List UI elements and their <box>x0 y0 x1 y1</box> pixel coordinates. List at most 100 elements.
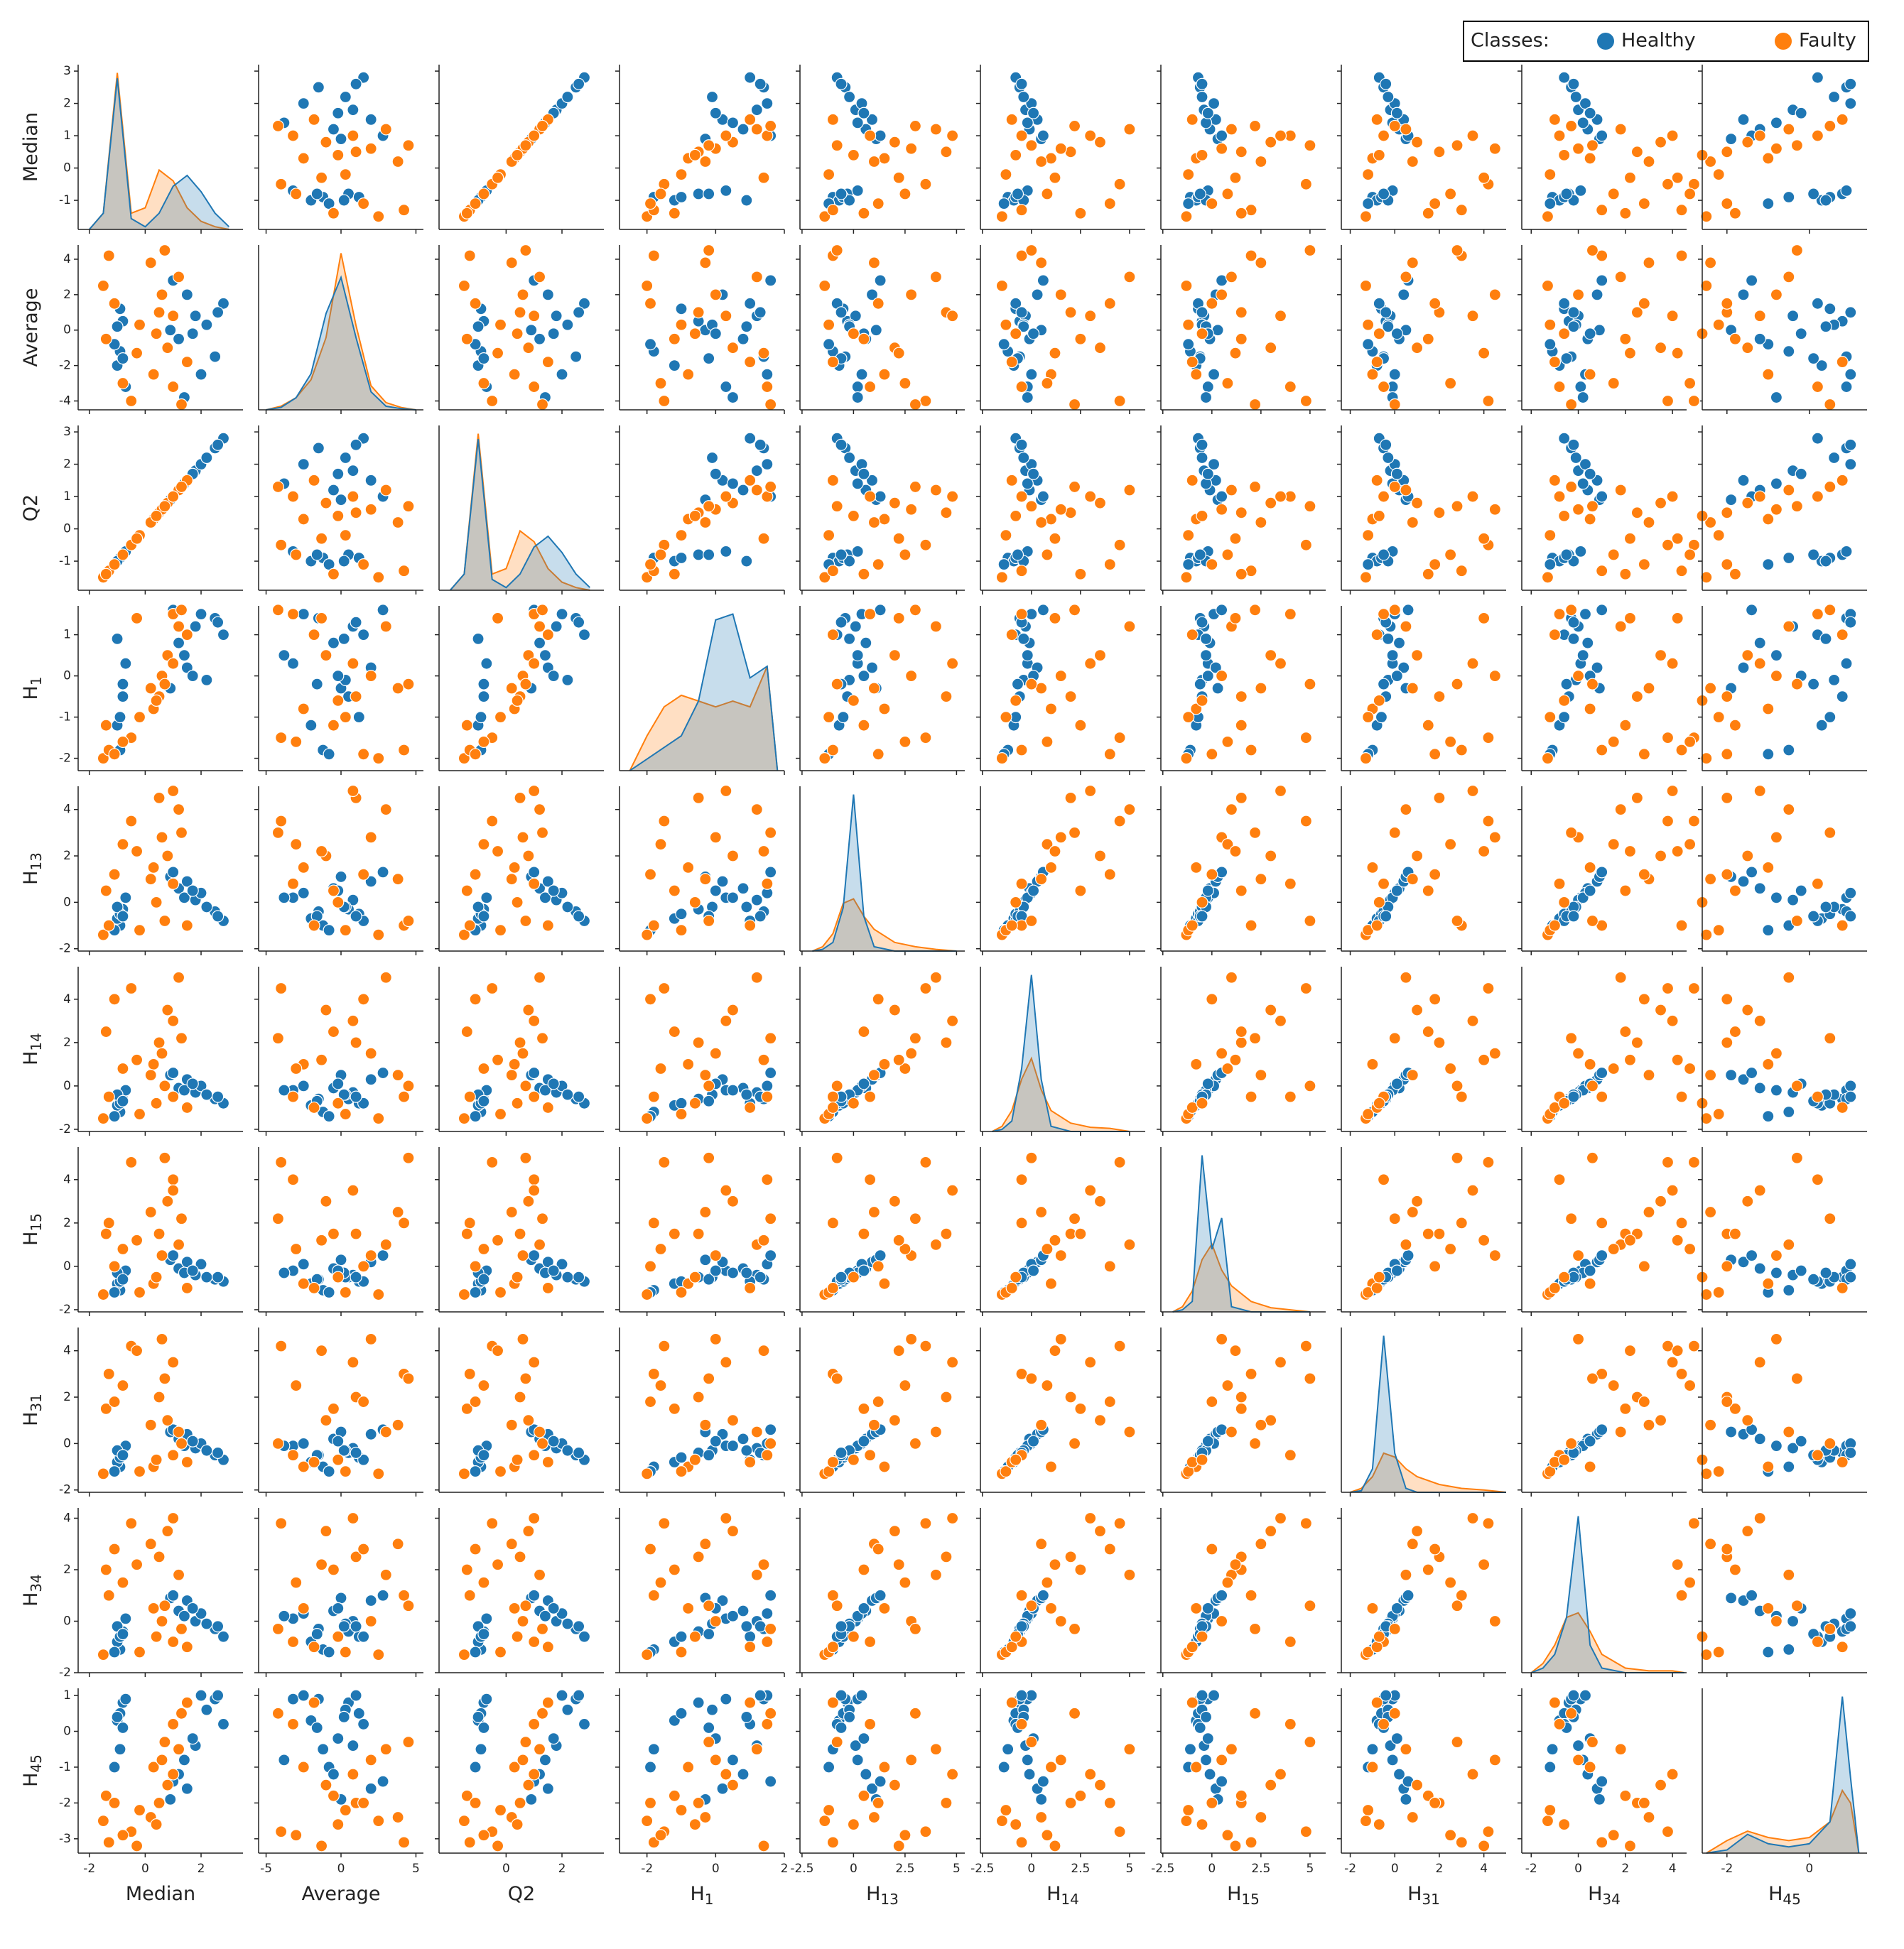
point <box>297 1689 310 1702</box>
point <box>402 1372 415 1385</box>
point <box>1541 1815 1554 1828</box>
point <box>826 474 840 487</box>
point <box>278 1609 291 1622</box>
point <box>180 1455 193 1469</box>
point <box>1245 1367 1257 1380</box>
point <box>1229 1558 1242 1571</box>
point <box>522 1004 535 1016</box>
point <box>522 1525 535 1538</box>
point <box>1093 648 1107 662</box>
point <box>150 1453 163 1466</box>
point <box>556 1689 568 1702</box>
point <box>1630 306 1643 319</box>
point <box>1584 1460 1596 1473</box>
point <box>547 1077 560 1090</box>
kde-line <box>1350 1452 1507 1493</box>
point <box>339 1465 352 1478</box>
point <box>1787 894 1800 906</box>
point <box>539 1754 552 1766</box>
point <box>744 474 757 487</box>
panel <box>1337 967 1506 1136</box>
point <box>1586 1736 1599 1749</box>
point <box>851 545 864 558</box>
point <box>1196 1689 1208 1702</box>
point <box>1790 1151 1803 1164</box>
point <box>1553 1717 1566 1731</box>
point <box>858 568 870 580</box>
panel <box>254 604 423 775</box>
point <box>865 288 879 301</box>
point <box>350 1271 362 1283</box>
point <box>688 1271 701 1283</box>
point <box>668 332 681 345</box>
point <box>764 1066 777 1080</box>
point <box>1725 494 1738 506</box>
point <box>1572 669 1585 683</box>
point <box>726 1084 740 1097</box>
x-tick-label: -2 <box>1721 1862 1733 1876</box>
point <box>1359 1815 1373 1828</box>
point <box>1206 1796 1218 1809</box>
point <box>315 845 328 858</box>
point <box>1044 1602 1058 1614</box>
point <box>372 751 385 765</box>
point <box>402 139 415 152</box>
point <box>1844 97 1857 110</box>
point <box>1783 345 1795 358</box>
point <box>327 636 340 649</box>
y-tick-label: 2 <box>63 1216 71 1230</box>
point <box>1478 612 1491 625</box>
point <box>516 288 529 301</box>
point <box>290 1829 303 1842</box>
point <box>477 352 490 365</box>
point <box>740 1710 753 1723</box>
point <box>858 1732 870 1745</box>
point <box>1035 1205 1048 1219</box>
point <box>1390 884 1403 897</box>
point <box>167 657 180 670</box>
point <box>750 123 763 136</box>
point <box>1811 432 1824 445</box>
point <box>519 678 532 690</box>
point <box>1654 1195 1667 1207</box>
point <box>1770 391 1783 404</box>
x-tick-label: 2 <box>1621 1862 1629 1876</box>
point <box>818 279 831 292</box>
point <box>391 1069 404 1082</box>
kde-fill <box>812 794 957 951</box>
point <box>1567 320 1580 333</box>
axis-label-main: Average <box>302 1883 381 1905</box>
point <box>1482 394 1495 408</box>
point <box>863 1449 877 1462</box>
point <box>1064 690 1077 703</box>
panel: -3-2-101-2 0 2 <box>59 1688 243 1876</box>
point <box>1182 318 1195 331</box>
point <box>1406 1538 1419 1551</box>
point <box>327 719 340 732</box>
point <box>1229 1840 1242 1852</box>
point <box>1201 1732 1214 1745</box>
point <box>1824 710 1837 724</box>
panel <box>435 244 604 414</box>
point <box>699 516 712 529</box>
point <box>1113 815 1126 827</box>
point <box>391 1538 404 1551</box>
point <box>556 1258 568 1271</box>
point <box>1548 628 1561 641</box>
point <box>892 532 905 545</box>
point <box>308 628 320 641</box>
point <box>1382 320 1395 333</box>
point <box>1074 207 1087 219</box>
point <box>904 288 918 301</box>
point <box>1429 1796 1441 1809</box>
point <box>1565 826 1578 839</box>
panel <box>435 967 604 1136</box>
point <box>1245 919 1257 932</box>
point <box>1201 884 1214 897</box>
point <box>1596 1066 1608 1080</box>
point <box>167 1249 180 1262</box>
point <box>469 748 482 761</box>
point <box>675 303 688 315</box>
point <box>1544 318 1557 331</box>
point <box>1544 558 1557 571</box>
